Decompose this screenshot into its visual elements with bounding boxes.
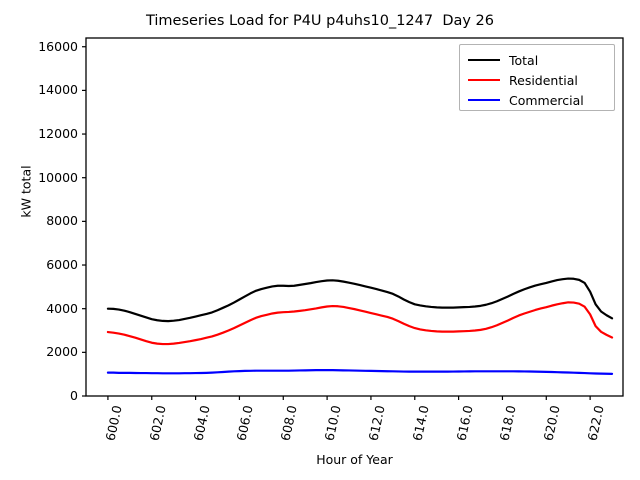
y-tick-label: 12000 — [38, 126, 78, 142]
y-tick-label: 10000 — [38, 169, 78, 185]
y-tick-label: 16000 — [38, 38, 78, 54]
chart-title: Timeseries Load for P4U p4uhs10_1247 Day… — [145, 13, 495, 29]
series-line-residential — [106, 301, 614, 346]
legend-swatch-total-icon — [468, 59, 500, 61]
y-tick-label: 4000 — [46, 300, 78, 316]
y-tick-label: 14000 — [38, 82, 78, 98]
y-tick-label: 2000 — [46, 344, 78, 360]
axis-tick-marks — [82, 46, 591, 400]
series-line-commercial — [106, 369, 614, 376]
legend-item-total[interactable]: Total — [468, 50, 538, 70]
legend-label: Commercial — [509, 92, 584, 108]
legend-swatch-commercial-icon — [468, 99, 500, 101]
legend-item-commercial[interactable]: Commercial — [468, 90, 584, 110]
y-tick-label: 0 — [70, 388, 78, 403]
x-axis-label: Hour of Year — [316, 452, 393, 467]
y-tick-label: 8000 — [46, 213, 78, 229]
axes-frame — [85, 37, 624, 397]
legend-swatch-residential-icon — [468, 79, 500, 81]
legend-item-residential[interactable]: Residential — [468, 70, 578, 90]
series-line-total — [106, 277, 614, 323]
legend-label: Residential — [509, 72, 578, 88]
data-series-layer — [106, 277, 614, 376]
y-tick-label: 6000 — [46, 257, 78, 273]
chart-legend: Total Residential Commercial — [459, 44, 615, 111]
legend-label: Total — [509, 52, 539, 68]
